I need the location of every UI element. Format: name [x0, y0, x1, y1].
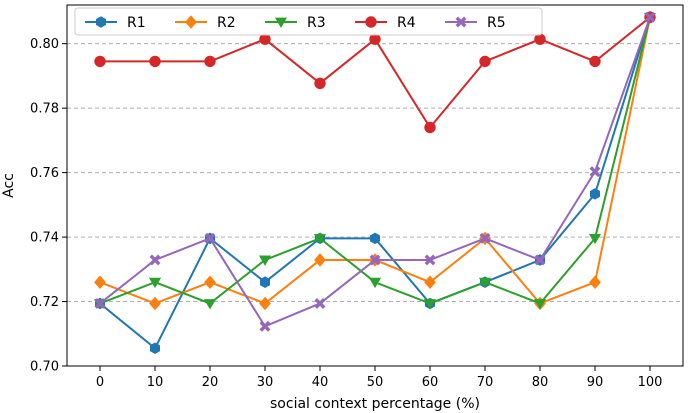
point-R1-30	[260, 276, 270, 288]
y-axis-title: Acc	[1, 173, 17, 198]
point-R5-40	[314, 297, 326, 310]
point-R1-90	[590, 188, 600, 200]
point-R5-0	[94, 297, 106, 310]
point-R5-10	[149, 254, 161, 266]
point-R3-40	[313, 233, 327, 245]
y-axis-ticks: 0.70 0.72 0.74 0.76 0.78 0.80	[30, 37, 67, 375]
point-R5-20	[204, 232, 216, 244]
y-tick-label-0.72: 0.72	[30, 295, 59, 310]
x-tick-label-60: 60	[422, 375, 439, 390]
point-R1-10	[150, 342, 160, 355]
series-lines	[93, 10, 657, 355]
point-R3-70	[478, 277, 492, 289]
series-R2	[94, 10, 656, 311]
legend-label-R1: R1	[127, 15, 146, 31]
point-R2-10	[149, 296, 161, 311]
point-R5-90	[589, 166, 601, 178]
point-R2-20	[204, 275, 216, 289]
point-R4-30	[259, 33, 271, 45]
point-R4-90	[589, 55, 601, 68]
x-tick-label-20: 20	[202, 375, 219, 390]
series-R1	[95, 11, 655, 355]
x-axis-title: social context percentage (%)	[270, 396, 480, 412]
point-R5-60	[424, 254, 436, 266]
y-tick-label-0.78: 0.78	[30, 102, 59, 117]
point-R3-20	[203, 299, 217, 310]
point-R4-70	[479, 55, 491, 68]
point-R2-30	[259, 296, 271, 311]
legend-item-R2: R2	[175, 15, 236, 31]
series-line-R1	[99, 16, 651, 350]
point-R3-30	[258, 255, 272, 266]
legend-item-R1: R1	[85, 15, 146, 31]
legend-item-R4: R4	[355, 15, 416, 31]
point-R4-10	[149, 55, 161, 68]
point-R2-40	[314, 253, 326, 267]
series-R5	[94, 11, 656, 332]
y-tick-label-0.76: 0.76	[30, 166, 59, 181]
legend: R1 R2 R3 R4 R5	[74, 7, 543, 36]
point-R2-60	[424, 275, 436, 289]
point-R2-90	[589, 275, 601, 289]
x-tick-label-0: 0	[96, 375, 104, 390]
x-tick-label-90: 90	[587, 375, 604, 390]
point-R4-20	[204, 55, 216, 68]
point-R5-30	[259, 320, 271, 332]
point-R3-10	[148, 277, 162, 289]
legend-marker-R4	[365, 16, 377, 28]
x-axis-ticks: 0 10 20 30 40 50 60 70 80 90 100	[96, 366, 663, 390]
legend-box	[74, 7, 543, 36]
legend-label-R3: R3	[307, 15, 326, 31]
x-tick-label-80: 80	[532, 375, 549, 390]
point-R3-80	[533, 299, 547, 310]
x-tick-label-40: 40	[312, 375, 329, 390]
point-R5-50	[369, 254, 381, 266]
point-R4-80	[534, 33, 546, 45]
x-tick-label-30: 30	[257, 375, 274, 390]
legend-marker-R1	[96, 16, 106, 28]
legend-label-R4: R4	[397, 15, 416, 31]
point-R4-0	[94, 55, 106, 68]
series-R3	[93, 12, 657, 310]
legend-item-R3: R3	[265, 15, 326, 31]
legend-item-R5: R5	[445, 15, 506, 31]
x-tick-label-50: 50	[367, 375, 384, 390]
y-tick-label-0.70: 0.70	[30, 360, 59, 375]
legend-label-R2: R2	[217, 15, 236, 31]
point-R4-60	[424, 121, 436, 134]
x-tick-label-70: 70	[477, 375, 494, 390]
legend-label-R5: R5	[487, 15, 506, 31]
point-R4-40	[314, 77, 326, 90]
point-R5-100	[644, 11, 656, 23]
legend-marker-R3	[274, 17, 288, 28]
legend-marker-R5	[455, 16, 467, 28]
y-tick-label-0.80: 0.80	[30, 37, 59, 52]
point-R3-50	[368, 277, 382, 289]
point-R2-0	[94, 275, 106, 289]
point-R5-70	[479, 232, 491, 244]
point-R3-90	[588, 233, 602, 245]
point-R3-60	[423, 299, 437, 310]
point-R5-80	[534, 254, 546, 266]
y-tick-label-0.74: 0.74	[30, 231, 59, 246]
x-tick-label-10: 10	[147, 375, 164, 390]
point-R1-50	[370, 232, 380, 245]
point-R4-50	[369, 33, 381, 45]
x-tick-label-100: 100	[638, 375, 663, 390]
legend-marker-R2	[185, 15, 197, 29]
